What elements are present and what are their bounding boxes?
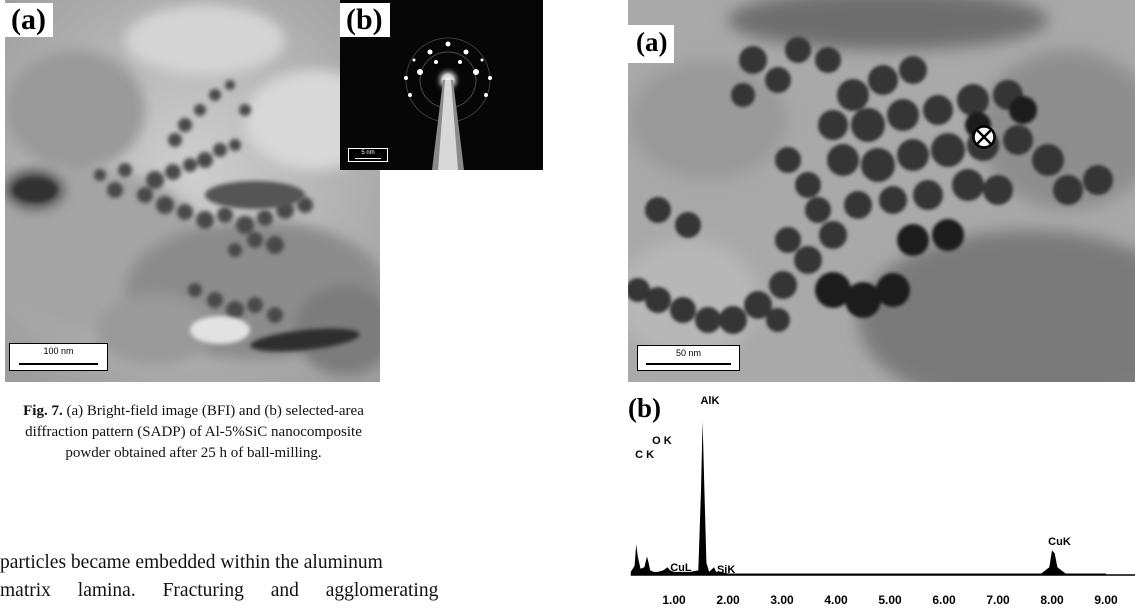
x-tick-label: 1.00 (662, 593, 686, 607)
eds-spectrum-trace (630, 421, 1106, 575)
peak-label: SiK (717, 564, 735, 576)
caption-figure-number: Fig. 7. (23, 403, 63, 419)
x-tick-label: 4.00 (824, 593, 848, 607)
circled-x-icon (972, 125, 996, 149)
peak-label: O K (652, 435, 672, 447)
scalebar-50nm: 50 nm (637, 345, 740, 371)
eds-spectrum-chart: AlK O K C K CuL SiK CuK 1.00 2.00 3.00 4.00 5.00 6… (630, 395, 1135, 607)
panel-a-label: (a) (5, 3, 53, 37)
panel-a-label-fig8: (a) (628, 25, 675, 63)
bright-field-micrograph (5, 0, 380, 382)
caption-text: (a) Bright-field image (BFI) and (b) sel… (25, 403, 364, 461)
body-text: particles became embedded within the alu… (0, 549, 439, 605)
panel-b-label: (b) (340, 3, 390, 37)
body-text-line-1: particles became embedded within the alu… (0, 552, 383, 573)
x-tick-label: 6.00 (932, 593, 956, 607)
x-tick-label: 5.00 (878, 593, 902, 607)
x-tick-label: 7.00 (986, 593, 1010, 607)
scalebar-b: 5 nm (348, 148, 388, 162)
peak-label: AlK (700, 395, 719, 407)
scalebar-a: 100 nm (9, 343, 108, 371)
body-text-line-2: matrix lamina. Fracturing and agglomerat… (0, 580, 439, 601)
peak-label: C K (635, 449, 654, 461)
peak-label: CuL (670, 562, 692, 574)
peak-label: CuK (1048, 536, 1071, 548)
tem-micrograph (628, 0, 1135, 382)
figure-7: (a) (0, 0, 543, 470)
figure-8: (a) 50 nm (b) AlK O K C K CuL SiK CuK 1.00 2.0… (620, 0, 1135, 616)
x-tick-label: 3.00 (770, 593, 794, 607)
x-tick-label: 9.00 (1094, 593, 1118, 607)
x-tick-label: 8.00 (1040, 593, 1064, 607)
x-tick-label: 2.00 (716, 593, 740, 607)
figure-7-caption: Fig. 7. (a) Bright-field image (BFI) and… (6, 401, 381, 464)
panel-b-label-fig8: (b) (628, 393, 661, 423)
